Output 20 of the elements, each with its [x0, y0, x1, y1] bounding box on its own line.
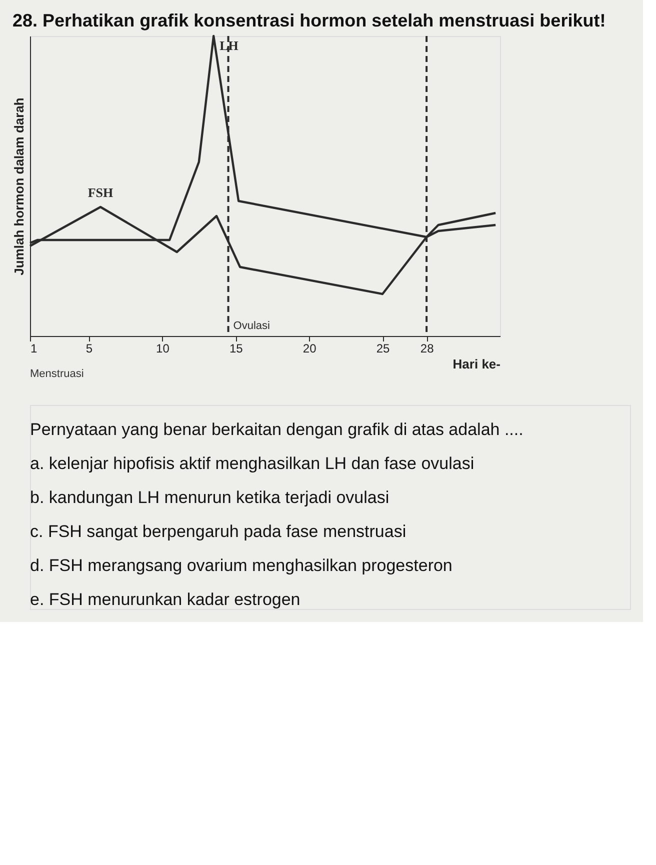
x-tick-label: 25: [376, 342, 390, 356]
x-tick-label: 10: [156, 342, 170, 356]
text: Menstruasi: [30, 368, 84, 380]
text: c. FSH sangat berpengaruh pada fase menstruasi: [30, 522, 406, 541]
series-label: FSH: [88, 185, 114, 200]
text: b. kandungan LH menurun ketika terjadi ovulasi: [30, 488, 390, 507]
x-tick-label: 15: [229, 342, 244, 356]
text: e. FSH menurunkan kadar estrogen: [30, 590, 300, 609]
x-tick-label: 20: [302, 342, 317, 356]
text: Pernyataan yang benar berkaitan dengan grafik di atas adalah ....: [30, 420, 524, 439]
ref-line-label: Ovulasi: [233, 320, 270, 332]
x-axis-title: Hari ke-: [452, 356, 500, 372]
chart-title: 28. Perhatikan grafik konsentrasi hormon setelah menstruasi berikut!: [12, 10, 606, 30]
x-tick-label: 1: [30, 342, 38, 356]
series-label: LH: [220, 38, 238, 53]
text: d. FSH merangsang ovarium menghasilkan progesteron: [30, 556, 452, 575]
x-tick-label: 5: [86, 342, 93, 356]
x-tick-label: 28: [420, 342, 434, 356]
y-axis-title: Jumlah hormon dalam darah: [12, 98, 26, 276]
text: a. kelenjar hipofisis aktif menghasilkan LH dan fase ovulasi: [30, 454, 474, 473]
